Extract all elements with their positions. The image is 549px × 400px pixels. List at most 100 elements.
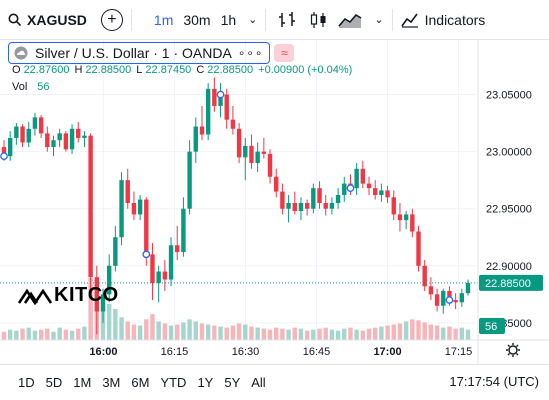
timeframe-30m[interactable]: 30m [183, 11, 211, 28]
candles-style-icon[interactable] [308, 11, 330, 29]
event-marker[interactable] [216, 90, 225, 99]
event-marker[interactable] [346, 184, 355, 193]
volume-bar [224, 327, 229, 340]
volume-bar [360, 330, 366, 340]
candle-body [230, 119, 236, 129]
volume-bar [32, 330, 38, 340]
candle-body [150, 254, 155, 283]
volume-value: 56 [37, 81, 50, 93]
compare-add-button[interactable]: + [100, 8, 123, 31]
area-style-icon[interactable] [338, 11, 362, 29]
candle-body [379, 190, 384, 196]
series-title-box[interactable]: Silver / U.S. Dollar · 1 · OANDA ∘∘∘ [8, 42, 271, 64]
range-1y[interactable]: 1Y [197, 375, 214, 390]
candle-body [453, 300, 458, 303]
volume-bar [7, 329, 13, 340]
ohlc-values: O 22.87600 H 22.88500 L 22.87450 C 22.88500 … [12, 64, 354, 76]
last-price-badge-text: 22.88500 [485, 278, 531, 290]
volume-bar [280, 328, 285, 340]
volume-bar [125, 321, 130, 340]
high-label: H [74, 64, 83, 76]
range-all[interactable]: All [251, 375, 266, 390]
candle-body [311, 188, 316, 209]
range-1d[interactable]: 1D [18, 375, 35, 390]
wave-indicator-icon[interactable]: ≈ [274, 44, 295, 62]
volume-bar [428, 324, 434, 340]
volume-bar [317, 328, 322, 340]
x-tick-label: 16:00 [89, 346, 117, 358]
volume-bar [348, 327, 353, 340]
volume-bar [397, 323, 403, 340]
timeframe-1m[interactable]: 1m [153, 11, 174, 28]
close-label: C [196, 64, 205, 76]
x-tick-label: 16:45 [303, 346, 331, 358]
symbol-search[interactable]: XAGUSD [8, 6, 87, 34]
indicators-label: Indicators [424, 11, 486, 28]
volume-bar [416, 320, 421, 340]
event-marker[interactable] [0, 152, 8, 161]
volume-bar [243, 324, 248, 340]
volume-bar [88, 278, 93, 340]
indicators-button[interactable]: Indicators [400, 6, 486, 34]
chart-style-dropdown-chevron-icon[interactable]: ⌄ [374, 14, 384, 26]
candle-body [187, 151, 192, 209]
settings-gear-icon-teeth[interactable] [506, 343, 520, 357]
range-1m[interactable]: 1M [73, 375, 92, 390]
candle-body [373, 188, 378, 196]
candle-body [76, 128, 81, 138]
range-3m[interactable]: 3M [102, 375, 121, 390]
volume-bar [459, 327, 465, 340]
volume-bar [311, 329, 316, 340]
candle-body [131, 203, 137, 215]
candle-body [236, 128, 242, 158]
volume-bar [14, 330, 19, 340]
toolbar-divider [265, 8, 267, 31]
candle-body [137, 199, 143, 215]
toolbar-divider [130, 8, 132, 31]
bars-style-icon[interactable] [278, 11, 300, 29]
volume-bar [1, 331, 7, 340]
candle-body [434, 294, 440, 306]
volume-bar [298, 328, 304, 340]
y-tick-label: 22.95000 [486, 204, 532, 216]
candle-body [403, 214, 409, 221]
toolbar-divider [391, 8, 393, 31]
volume-bar [403, 321, 409, 340]
volume-bar [342, 328, 347, 340]
timeframe-dropdown-chevron-icon[interactable]: ⌄ [248, 14, 258, 26]
low-value: 22.87450 [145, 64, 192, 76]
candle-body [298, 203, 304, 211]
top-toolbar: XAGUSD + 1m 30m 1h ⌄ ⌄ Indicators [0, 0, 549, 40]
low-label: L [136, 64, 143, 76]
volume-bar [45, 328, 50, 340]
change-value: +0.00900 (+0.04%) [258, 64, 353, 76]
event-marker[interactable] [445, 296, 454, 304]
range-5y[interactable]: 5Y [224, 375, 241, 390]
candle-body [168, 245, 174, 280]
candle-body [199, 126, 205, 135]
volume-bar [168, 325, 174, 340]
settings-gear-icon[interactable] [508, 345, 518, 355]
range-5d[interactable]: 5D [45, 375, 63, 390]
more-options-icon[interactable]: ∘∘∘ [237, 46, 264, 60]
timeframe-1h[interactable]: 1h [220, 11, 237, 28]
volume-bar [379, 326, 384, 340]
candle-body [317, 188, 322, 203]
range-6m[interactable]: 6M [131, 375, 150, 390]
event-marker[interactable] [142, 250, 151, 259]
candle-body [218, 94, 223, 106]
volume-bar [144, 319, 149, 340]
candle-body [274, 176, 279, 192]
candle-body [106, 265, 112, 295]
open-value: 22.87600 [23, 64, 70, 76]
utc-clock[interactable]: 17:17:54 (UTC) [449, 374, 539, 389]
candle-body [422, 265, 427, 287]
range-ytd[interactable]: YTD [160, 375, 187, 390]
price-chart[interactable]: 23.0500023.0000022.9500022.9000022.85000… [0, 0, 549, 364]
volume-bar [323, 327, 328, 340]
candle-body [249, 145, 254, 164]
volume-bar [51, 331, 56, 340]
candle-body [69, 128, 75, 150]
volume-bar [76, 328, 81, 340]
candle-body [329, 203, 335, 209]
